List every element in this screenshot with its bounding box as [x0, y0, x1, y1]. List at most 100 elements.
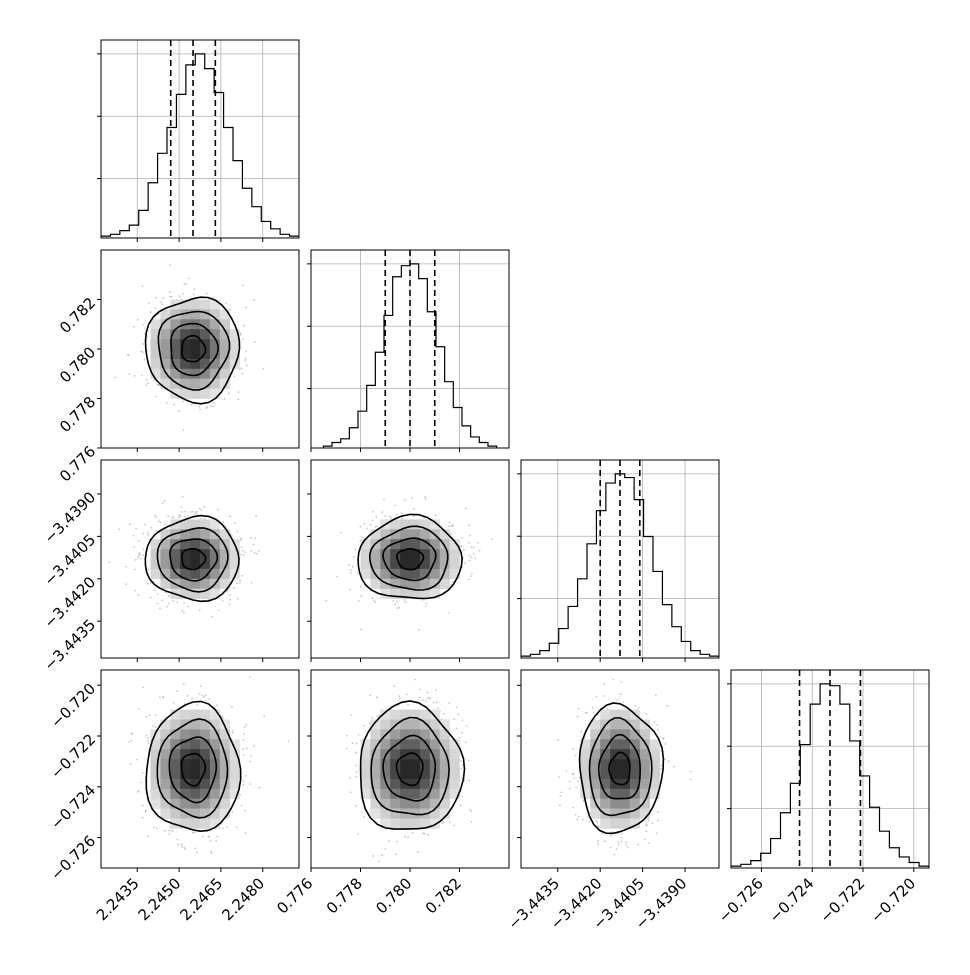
- density-map: [150, 709, 240, 829]
- density-cell: [219, 549, 230, 560]
- scatter-point: [156, 827, 158, 830]
- density-cell: [639, 719, 650, 730]
- density-cell: [180, 759, 191, 770]
- scatter-point: [578, 776, 581, 779]
- density-cell: [160, 808, 171, 819]
- scatter-point: [243, 726, 246, 728]
- histogram-panel-2: [517, 459, 720, 662]
- scatter-point: [225, 302, 228, 305]
- scatter-point: [191, 510, 194, 513]
- scatter-point: [606, 708, 609, 710]
- density-cell: [360, 749, 371, 760]
- scatter-point: [651, 822, 654, 825]
- density-cell: [200, 798, 211, 809]
- density-cell: [170, 309, 181, 320]
- scatter-point: [239, 579, 242, 582]
- density-cell: [190, 759, 201, 770]
- scatter-point: [186, 514, 189, 517]
- density-cell: [410, 529, 421, 540]
- density-cell: [229, 329, 240, 340]
- density-cell: [410, 559, 421, 570]
- density-cell: [190, 388, 201, 399]
- scatter-point: [348, 564, 351, 567]
- density-cell: [180, 539, 191, 550]
- contour-level: [180, 752, 206, 787]
- density-cell: [229, 549, 240, 560]
- scatter-point: [463, 779, 466, 782]
- scatter-point: [490, 538, 493, 541]
- density-cell: [439, 719, 450, 730]
- density-cell: [209, 539, 221, 550]
- density-cell: [180, 559, 191, 570]
- scatter-point: [250, 536, 253, 539]
- scatter-point: [435, 689, 437, 692]
- density-cell: [439, 778, 450, 790]
- scatter-point: [360, 595, 363, 598]
- contour-panel-1-0: 0.776 0.778 0.780 0.782: [56, 249, 300, 485]
- scatter-point: [245, 350, 248, 353]
- scatter-point: [643, 838, 646, 841]
- density-cell: [180, 709, 191, 720]
- density-cell: [190, 568, 201, 580]
- scatter-point: [613, 853, 616, 856]
- scatter-point: [597, 825, 599, 827]
- density-cell: [150, 778, 161, 790]
- density-cell: [360, 539, 371, 550]
- contour-panel-3-2: −3.4435−3.4420−3.4405−3.4390: [504, 669, 720, 933]
- density-cell: [200, 729, 211, 740]
- scatter-point: [204, 694, 207, 697]
- scatter-point: [140, 781, 143, 784]
- density-cell: [600, 778, 611, 790]
- scatter-point: [179, 515, 182, 518]
- scatter-point: [215, 839, 218, 842]
- scatter-point: [231, 706, 233, 708]
- density-cell: [170, 368, 181, 379]
- scatter-point: [643, 869, 645, 871]
- scatter-point: [455, 727, 458, 730]
- scatter-point: [216, 704, 218, 706]
- scatter-point: [648, 842, 650, 844]
- scatter-point: [221, 715, 224, 718]
- scatter-point: [591, 706, 594, 709]
- density-cell: [150, 539, 161, 550]
- density-cell: [449, 788, 460, 799]
- scatter-point: [600, 832, 603, 835]
- scatter-point: [171, 516, 174, 519]
- scatter-point: [168, 833, 171, 836]
- density-cell: [370, 808, 381, 819]
- density-cell: [180, 749, 191, 760]
- scatter-point: [231, 731, 234, 734]
- scatter-point: [254, 341, 256, 344]
- scatter-point: [602, 695, 605, 697]
- scatter-point: [228, 603, 231, 606]
- density-cell: [170, 568, 181, 580]
- scatter-point: [345, 734, 348, 737]
- density-cell: [380, 578, 391, 589]
- scatter-point: [252, 298, 255, 301]
- density-cell: [629, 739, 641, 750]
- scatter-point: [419, 696, 421, 699]
- density-cell: [190, 378, 201, 389]
- scatter-point: [244, 551, 247, 554]
- density-cell: [150, 568, 161, 580]
- scatter-point: [163, 829, 166, 832]
- scatter-point: [363, 522, 366, 525]
- scatter-point: [210, 850, 213, 853]
- scatter-point: [198, 507, 201, 510]
- scatter-point: [114, 376, 117, 379]
- scatter-point: [163, 500, 166, 502]
- density-cell: [419, 588, 431, 599]
- scatter-point: [253, 551, 256, 554]
- scatter-point: [393, 504, 396, 507]
- scatter-point: [413, 508, 415, 510]
- scatter-point: [467, 759, 470, 762]
- density-cell: [200, 378, 211, 389]
- panel-frame: [100, 39, 300, 239]
- scatter-point: [229, 598, 232, 601]
- density-cell: [200, 319, 211, 330]
- density-cell: [419, 549, 431, 560]
- scatter-point: [357, 733, 360, 736]
- scatter-point: [226, 590, 229, 593]
- density-cell: [219, 309, 230, 320]
- density-cell: [419, 749, 431, 760]
